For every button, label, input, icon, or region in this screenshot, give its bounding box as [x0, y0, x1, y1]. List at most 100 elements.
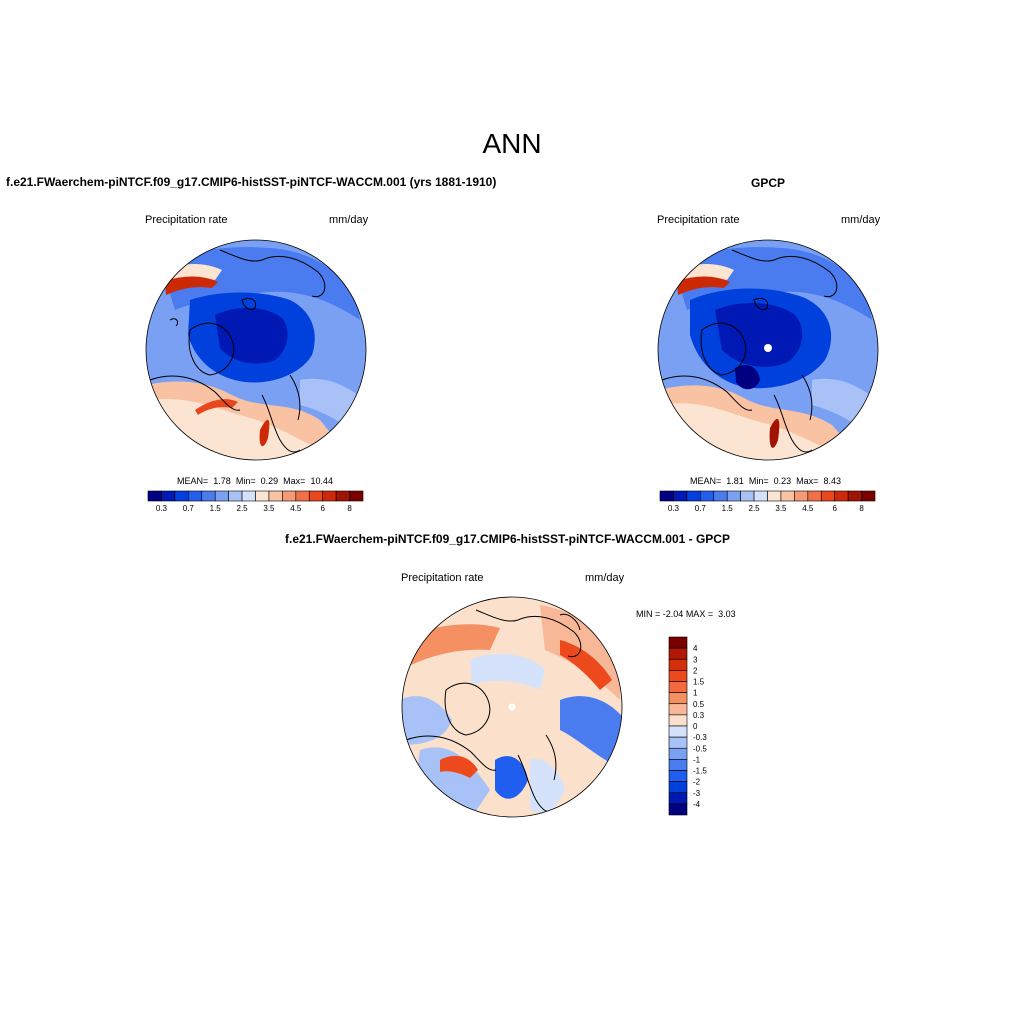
panel2-colorbar-swatch [767, 490, 782, 502]
panel2-colorbar-swatch [659, 490, 674, 502]
panel2-title: GPCP [751, 176, 786, 190]
panel2-colorbar-swatch [726, 490, 741, 502]
panel3-title: f.e21.FWaerchem-piNTCF.f09_g17.CMIP6-his… [285, 532, 730, 546]
panel2-colorbar-swatch [834, 490, 849, 502]
panel3-max-label: MAX = [685, 609, 714, 619]
panel3-colorbar-swatch [668, 770, 688, 782]
panel3-colorbar-swatch [668, 747, 688, 760]
panel1-max: 10.44 [310, 476, 333, 486]
panel1-units: mm/day [329, 214, 369, 226]
panel1-colorbar-swatch [161, 490, 176, 502]
panel3-map-border [401, 596, 623, 818]
panel3-colorbar-swatch [668, 647, 688, 660]
panel3-colorbar-tick-label: -2 [693, 778, 701, 787]
panel3-variable: Precipitation rate [401, 572, 484, 584]
panel2-colorbar-swatch [820, 490, 835, 502]
panel1-colorbar-swatch [308, 490, 323, 502]
panel3-colorbar-swatch [668, 658, 688, 671]
panel2-max: 8.43 [823, 476, 841, 486]
panel2-units: mm/day [841, 214, 881, 226]
panel1-map [146, 240, 366, 460]
panel1-colorbar-swatch [322, 490, 337, 502]
panel2-colorbar-swatch [686, 490, 701, 502]
panel2-colorbar-swatch [753, 490, 768, 502]
panel1-colorbar-swatch [174, 490, 189, 502]
panel3-colorbar-swatch [668, 725, 688, 738]
panel2-mean-label: MEAN= [690, 476, 722, 486]
panel3-colorbar-tick-label: 4 [693, 644, 698, 653]
panel2-colorbar-tick-label: 0.7 [695, 504, 707, 513]
panel3-colorbar-tick-label: -1.5 [693, 767, 707, 776]
panel2-mean: 1.81 [726, 476, 744, 486]
panel1-colorbar-swatch [349, 490, 364, 502]
panel1-colorbar-swatch [201, 490, 216, 502]
panel2-colorbar-swatch [794, 490, 809, 502]
panel3-colorbar-swatch [668, 670, 688, 682]
panel2-stats: MEAN= 1.81 Min= 0.23 Max= 8.43 [690, 476, 841, 486]
panel2-colorbar-tick-label: 4.5 [802, 504, 814, 513]
panel1-colorbar-swatch [282, 490, 297, 502]
panel3-colorbar-swatch [668, 803, 688, 816]
panel3-colorbar-swatch [668, 703, 688, 716]
panel1-title: f.e21.FWaerchem-piNTCF.f09_g17.CMIP6-his… [6, 175, 497, 189]
panel1-colorbar-swatch [147, 490, 162, 502]
panel1-colorbar-tick-label: 3.5 [263, 504, 275, 513]
panel2-colorbar-swatch [807, 490, 822, 502]
panel3-colorbar-tick-label: 0.5 [693, 700, 705, 709]
panel2-colorbar-swatch [673, 490, 688, 502]
panel3-colorbar: 4 3 2 1.5 1 0.5 0.3 0 -0.3 -0.5 -1 -1.5 -2 -3 -4 [668, 636, 707, 816]
panel1-colorbar-swatch [268, 490, 283, 502]
panel1-colorbar-swatch [188, 490, 203, 502]
panel2-variable: Precipitation rate [657, 214, 740, 226]
panel1-colorbar-swatch [335, 490, 350, 502]
panel3-max: 3.03 [718, 609, 736, 619]
panel1-colorbar-tick-label: 0.3 [156, 504, 168, 513]
main-title: ANN [482, 128, 542, 159]
panel3-colorbar-tick-label: 1 [693, 689, 698, 698]
panel1-colorbar: 0.3 0.7 1.5 2.5 3.5 4.5 6 8 [147, 490, 364, 513]
panel3-min-label: MIN = [636, 609, 661, 619]
panel1-variable: Precipitation rate [145, 214, 228, 226]
panel2-colorbar-swatch [713, 490, 728, 502]
panel3-colorbar-swatch [668, 636, 688, 649]
panel3-units: mm/day [585, 572, 625, 584]
panel2-colorbar-tick-label: 1.5 [722, 504, 734, 513]
panel2-colorbar-swatch [847, 490, 862, 502]
panel1-colorbar-tick-label: 0.7 [183, 504, 195, 513]
panel3-colorbar-swatch [668, 681, 688, 693]
panel2-min: 0.23 [773, 476, 792, 486]
panel2-min-label: Min= [748, 476, 769, 486]
panel3-colorbar-swatch [668, 781, 688, 794]
panel1-colorbar-tick-label: 2.5 [237, 504, 249, 513]
panel1-colorbar-tick-label: 6 [320, 504, 325, 513]
panel3-colorbar-tick-label: -3 [693, 789, 701, 798]
panel1-colorbar-tick-label: 8 [347, 504, 352, 513]
panel1-colorbar-swatch [241, 490, 256, 502]
panel3-stats: MIN = -2.04 MAX = 3.03 [636, 609, 736, 619]
panel3-colorbar-tick-label: 1.5 [693, 678, 705, 687]
panel3-colorbar-tick-label: -0.5 [693, 744, 707, 753]
panel1-mean-label: MEAN= [177, 476, 209, 486]
panel1-mean: 1.78 [213, 476, 231, 486]
panel3-colorbar-tick-label: 0 [693, 722, 698, 731]
panel1-min-label: Min= [235, 476, 256, 486]
panel2-max-label: Max= [796, 476, 819, 486]
panel2-colorbar-swatch [700, 490, 715, 502]
panel3-colorbar-swatch [668, 692, 688, 705]
panel1-max-label: Max= [283, 476, 306, 486]
panel2-colorbar-tick-label: 3.5 [775, 504, 787, 513]
panel2-map [658, 240, 878, 460]
panel1-colorbar-tick-label: 1.5 [210, 504, 222, 513]
panel2-map-border [657, 239, 879, 461]
panel2-colorbar: 0.3 0.7 1.5 2.5 3.5 4.5 6 8 [659, 490, 876, 513]
panel1-stats: MEAN= 1.78 Min= 0.29 Max= 10.44 [177, 476, 333, 486]
panel3-min: -2.04 [662, 609, 684, 619]
panel3-colorbar-tick-label: 0.3 [693, 711, 705, 720]
panel2-colorbar-tick-label: 2.5 [749, 504, 761, 513]
panel3-colorbar-swatch [668, 759, 688, 771]
panel3-colorbar-tick-label: 3 [693, 655, 698, 664]
panel1-colorbar-tick-label: 4.5 [290, 504, 302, 513]
panel1-colorbar-swatch [295, 490, 310, 502]
panel2-colorbar-swatch [861, 490, 876, 502]
